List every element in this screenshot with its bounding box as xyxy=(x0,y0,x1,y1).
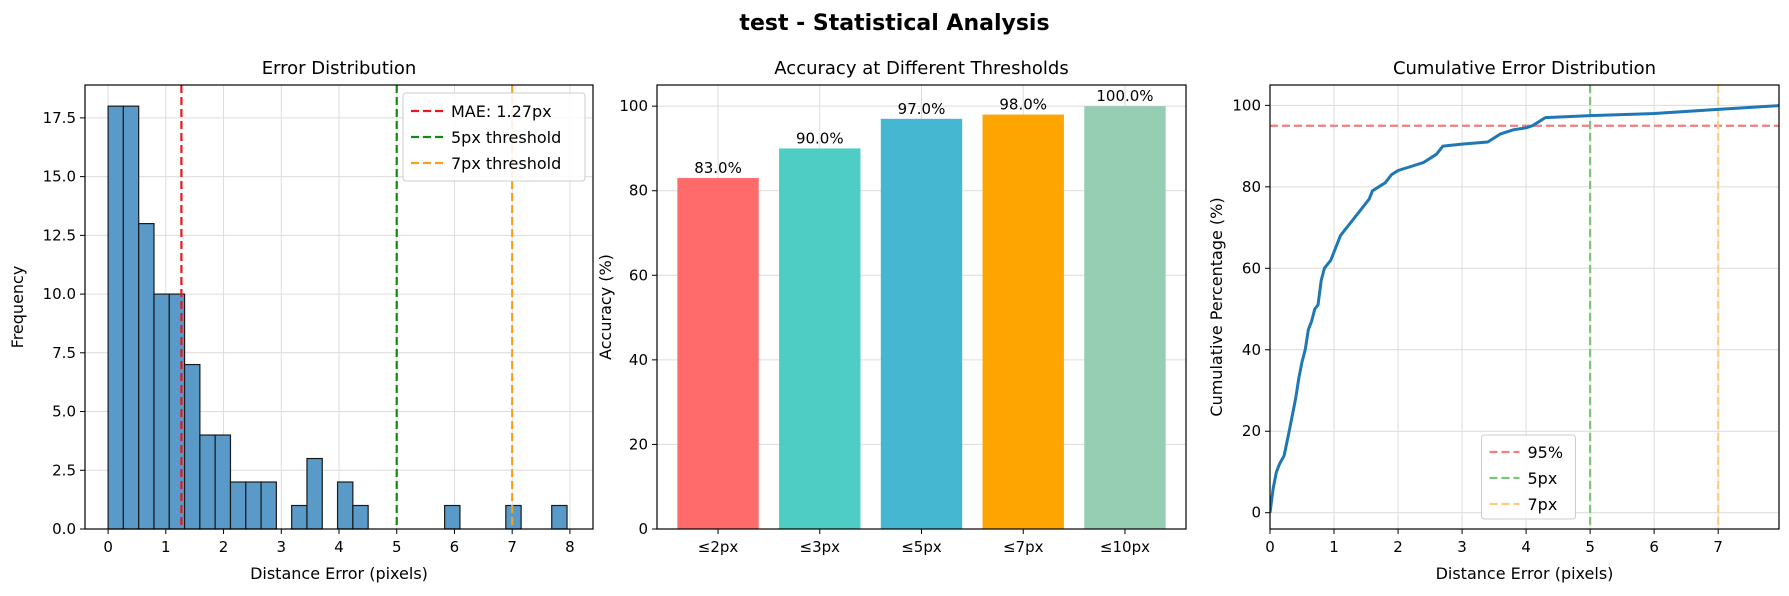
histogram-bar xyxy=(444,504,461,530)
x-tick-label: ≤5px xyxy=(901,538,942,556)
histogram-bar xyxy=(291,504,308,530)
histogram-bar xyxy=(138,223,155,530)
legend-label: 5px xyxy=(1528,469,1558,488)
bar-value-label: 83.0% xyxy=(694,159,742,177)
histogram-bar xyxy=(245,481,262,530)
x-tick-label: 2 xyxy=(219,538,229,556)
y-tick-label: 5.0 xyxy=(52,403,76,421)
y-tick-label: 100 xyxy=(619,97,648,115)
x-tick-label: 5 xyxy=(392,538,402,556)
panel-title: Cumulative Error Distribution xyxy=(1393,58,1656,79)
y-tick-label: 60 xyxy=(629,266,648,284)
x-tick-label: 6 xyxy=(450,538,460,556)
histogram-bar xyxy=(336,481,354,530)
y-tick-label: 7.5 xyxy=(52,344,76,362)
histogram-bar xyxy=(183,363,201,530)
accuracy-bar xyxy=(880,118,963,529)
x-tick-label: 4 xyxy=(334,538,344,556)
panel-title: Accuracy at Different Thresholds xyxy=(774,58,1068,79)
legend-label: 7px xyxy=(1528,495,1558,514)
legend-label: 5px threshold xyxy=(451,128,561,147)
y-axis-label: Frequency xyxy=(8,266,27,349)
x-tick-label: 6 xyxy=(1649,538,1659,556)
accuracy-bar xyxy=(677,178,759,529)
histogram-bar xyxy=(107,105,124,530)
bar-value-label: 97.0% xyxy=(898,100,946,118)
y-tick-label: 10.0 xyxy=(43,285,76,303)
y-tick-label: 100 xyxy=(1232,96,1261,114)
accuracy-bar xyxy=(982,114,1064,529)
y-tick-label: 17.5 xyxy=(43,109,76,127)
legend-box xyxy=(1481,434,1576,520)
accuracy-bar xyxy=(779,148,861,529)
x-tick-label: ≤3px xyxy=(800,538,841,556)
histogram-bar xyxy=(153,293,170,530)
x-axis-label: Distance Error (pixels) xyxy=(250,564,428,583)
figure-suptitle: test - Statistical Analysis xyxy=(739,11,1049,36)
y-tick-label: 60 xyxy=(1242,259,1261,277)
cumulative-error-panel: Cumulative Error Distribution Distance E… xyxy=(1207,58,1780,583)
cumulative-line xyxy=(1270,104,1779,513)
accuracy-bar xyxy=(1084,106,1166,530)
x-tick-label: ≤10px xyxy=(1100,538,1150,556)
panel-title: Error Distribution xyxy=(262,58,417,79)
x-tick-label: 1 xyxy=(1329,538,1339,556)
y-axis-label: Cumulative Percentage (%) xyxy=(1207,197,1226,416)
x-tick-label: ≤2px xyxy=(698,538,739,556)
histogram-bar xyxy=(199,434,216,530)
bar-value-label: 90.0% xyxy=(796,129,844,147)
y-tick-label: 0 xyxy=(638,520,648,538)
y-tick-label: 0.0 xyxy=(52,520,76,538)
y-tick-label: 15.0 xyxy=(43,168,76,186)
x-tick-label: 5 xyxy=(1585,538,1595,556)
x-tick-label: 3 xyxy=(276,538,286,556)
x-tick-label: 7 xyxy=(1713,538,1723,556)
axes-frame xyxy=(84,84,594,530)
y-tick-label: 40 xyxy=(1242,341,1261,359)
x-tick-label: 8 xyxy=(565,538,575,556)
bar-value-label: 100.0% xyxy=(1096,87,1153,105)
x-tick-label: 0 xyxy=(103,538,113,556)
accuracy-thresholds-panel: Accuracy at Different Thresholds Accurac… xyxy=(596,58,1187,556)
y-tick-label: 0 xyxy=(1251,504,1261,522)
x-axis-label: Distance Error (pixels) xyxy=(1436,564,1614,583)
bar-value-label: 98.0% xyxy=(999,96,1047,114)
histogram-bar xyxy=(122,105,140,530)
legend-label: 7px threshold xyxy=(451,154,561,173)
error-distribution-panel: Error Distribution Distance Error (pixel… xyxy=(8,58,594,583)
histogram-bar xyxy=(505,504,522,530)
y-tick-label: 80 xyxy=(1242,178,1261,196)
histogram-bar xyxy=(306,457,323,530)
legend-box xyxy=(402,92,586,182)
y-tick-label: 20 xyxy=(629,435,648,453)
x-tick-label: 3 xyxy=(1457,538,1467,556)
y-tick-label: 40 xyxy=(629,351,648,369)
legend-label: MAE: 1.27px xyxy=(451,102,552,121)
x-tick-label: 4 xyxy=(1521,538,1531,556)
axes-frame xyxy=(656,84,1187,530)
legend: 95% 5px 7px xyxy=(1481,434,1576,520)
y-axis-label: Accuracy (%) xyxy=(596,254,615,360)
histogram-bar xyxy=(260,481,277,530)
x-tick-label: 1 xyxy=(161,538,171,556)
y-tick-label: 80 xyxy=(629,182,648,200)
y-tick-label: 2.5 xyxy=(52,461,76,479)
histogram-bar xyxy=(214,434,232,530)
histogram-bar xyxy=(229,481,247,530)
y-tick-label: 20 xyxy=(1242,422,1261,440)
legend: MAE: 1.27px 5px threshold 7px threshold xyxy=(402,92,586,182)
x-tick-label: 0 xyxy=(1265,538,1275,556)
histogram-bar xyxy=(551,504,568,530)
legend-label: 95% xyxy=(1528,443,1564,462)
x-tick-label: 7 xyxy=(507,538,517,556)
axes-frame xyxy=(1269,84,1780,530)
x-tick-label: ≤7px xyxy=(1003,538,1044,556)
x-tick-label: 2 xyxy=(1393,538,1403,556)
histogram-bar xyxy=(352,504,369,530)
y-tick-label: 12.5 xyxy=(43,226,76,244)
